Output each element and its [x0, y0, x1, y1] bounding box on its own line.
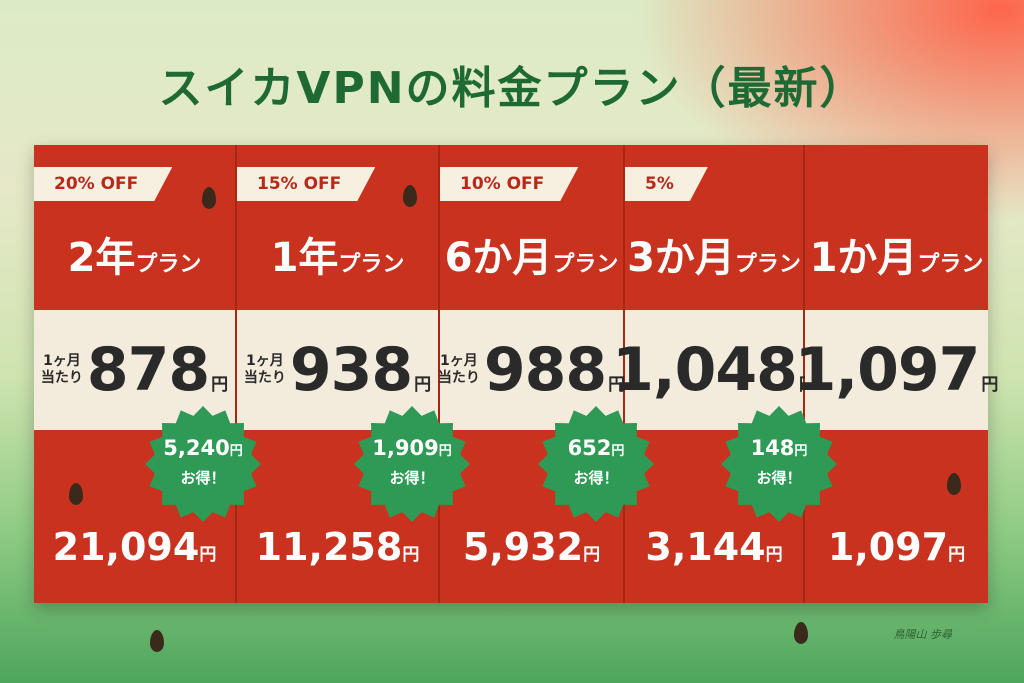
monthly-amount: 938: [289, 335, 413, 405]
badge-burst-icon: [354, 406, 470, 522]
savings-badge: 5,240円 お得！: [144, 405, 262, 523]
plan-name: 1年プラン: [237, 225, 438, 283]
yen-unit: 円: [402, 545, 420, 565]
plan-name: 6か月プラン: [440, 225, 623, 283]
seed-decoration: [150, 630, 164, 652]
discount-tag: 15% OFF: [237, 167, 375, 201]
total-price: 11,258円: [237, 525, 438, 569]
yen-unit: 円: [229, 444, 243, 459]
per-month-label: 1ヶ月 当たり: [244, 353, 286, 387]
savings-amount: 5,240: [163, 436, 230, 460]
savings-label: お得！: [756, 469, 802, 487]
monthly-price: 1,097 円: [795, 325, 999, 415]
total-amount: 11,258: [255, 525, 403, 569]
monthly-price: 1ヶ月 当たり 988 円: [438, 325, 626, 415]
badge-text: 148円お得！: [720, 435, 838, 491]
plan-suffix: プラン: [917, 252, 984, 277]
plan-name: 1か月プラン: [805, 225, 988, 283]
yen-unit: 円: [414, 375, 432, 395]
per-month-line2: 当たり: [437, 370, 480, 386]
plan-suffix: プラン: [734, 252, 801, 277]
monthly-amount: 988: [483, 335, 607, 405]
seed-decoration: [794, 622, 808, 644]
savings-amount: 652: [567, 436, 612, 460]
total-amount: 3,144: [645, 525, 766, 569]
badge-burst-icon: [538, 406, 654, 522]
total-amount: 5,932: [462, 525, 584, 569]
badge-burst-icon: [721, 406, 837, 522]
total-price: 5,932円: [440, 525, 623, 569]
per-month-line1: 1ヶ月: [440, 353, 478, 369]
plan-suffix: プラン: [135, 252, 202, 277]
monthly-amount: 1,048: [612, 335, 798, 405]
plan-duration: 3か月: [627, 235, 735, 281]
savings-badge: 148円お得！: [720, 405, 838, 523]
plan-duration: 6か月: [444, 235, 553, 281]
plan-card-1year[interactable]: 15% OFF 1年プラン 1ヶ月 当たり 938 円 11,258円: [237, 145, 440, 603]
total-amount: 1,097: [827, 525, 949, 569]
yen-unit: 円: [948, 545, 966, 565]
per-month-label: 1ヶ月 当たり: [438, 353, 480, 387]
plan-card-2year[interactable]: 20% OFF 2年プラン 1ヶ月 当たり 878 円 21,094円: [34, 145, 237, 603]
per-month-line2: 当たり: [40, 370, 83, 386]
savings-badge: 652円お得！: [537, 405, 655, 523]
savings-label: お得！: [389, 469, 435, 487]
plan-duration: 2年: [67, 235, 136, 281]
discount-tag: 10% OFF: [440, 167, 578, 201]
badge-text: 1,909円 お得！: [353, 435, 471, 491]
yen-unit: 円: [608, 375, 626, 395]
per-month-line1: 1ヶ月: [246, 353, 284, 369]
plan-card-6month[interactable]: 10% OFF 6か月プラン 1ヶ月 当たり 988 円 5,932円: [438, 145, 626, 603]
total-price: 21,094円: [34, 525, 235, 569]
total-price: 3,144円: [625, 525, 803, 569]
total-amount: 21,094: [52, 525, 200, 569]
plan-name: 2年プラン: [34, 225, 235, 283]
monthly-price: 1ヶ月 当たり 878 円: [34, 325, 235, 415]
yen-unit: 円: [981, 375, 999, 395]
seed-decoration: [69, 483, 83, 505]
badge-text: 652円お得！: [537, 435, 655, 491]
signature: 鳥陽山 歩尋: [893, 628, 953, 641]
yen-unit: 円: [583, 545, 601, 565]
monthly-price: 1,048 円: [612, 325, 816, 415]
price-band: [625, 310, 803, 430]
yen-unit: 円: [794, 444, 808, 459]
seed-decoration: [403, 185, 417, 207]
savings-label: お得！: [573, 469, 619, 487]
badge-burst-icon: [145, 406, 261, 522]
discount-tag: 5%: [625, 167, 708, 201]
monthly-price: 1ヶ月 当たり 938 円: [237, 325, 438, 415]
plan-duration: 1年: [270, 235, 339, 281]
savings-badge: 1,909円 お得！: [353, 405, 471, 523]
page-title: スイカVPNの料金プラン（最新）: [158, 63, 866, 114]
discount-tag: 20% OFF: [34, 167, 172, 201]
savings-amount: 148: [750, 436, 795, 460]
price-band: [805, 310, 988, 430]
badge-text: 5,240円 お得！: [144, 435, 262, 491]
yen-unit: 円: [211, 375, 229, 395]
plan-suffix: プラン: [552, 252, 619, 277]
per-month-label: 1ヶ月 当たり: [41, 353, 83, 387]
savings-label: お得！: [180, 469, 226, 487]
monthly-amount: 878: [86, 335, 210, 405]
yen-unit: 円: [765, 545, 783, 565]
plan-duration: 1か月: [809, 235, 918, 281]
per-month-line1: 1ヶ月: [43, 353, 81, 369]
per-month-line2: 当たり: [243, 370, 286, 386]
seed-decoration: [947, 473, 961, 495]
plan-card-3month[interactable]: 5% 3か月プラン 1,048 円 3,144円: [612, 145, 816, 603]
yen-unit: 円: [438, 444, 452, 459]
pricing-board: 20% OFF 2年プラン 1ヶ月 当たり 878 円 21,094円 15% O…: [34, 145, 999, 603]
plan-name: 3か月プラン: [625, 225, 803, 283]
total-price: 1,097円: [805, 525, 988, 569]
monthly-amount: 1,097: [794, 335, 981, 405]
plan-suffix: プラン: [338, 252, 405, 277]
yen-unit: 円: [199, 545, 217, 565]
yen-unit: 円: [611, 444, 625, 459]
savings-amount: 1,909: [372, 436, 439, 460]
price-band: [237, 310, 438, 430]
plan-card-1month[interactable]: 1か月プラン 1,097 円 1,097円: [795, 145, 999, 603]
seed-decoration: [202, 187, 216, 209]
